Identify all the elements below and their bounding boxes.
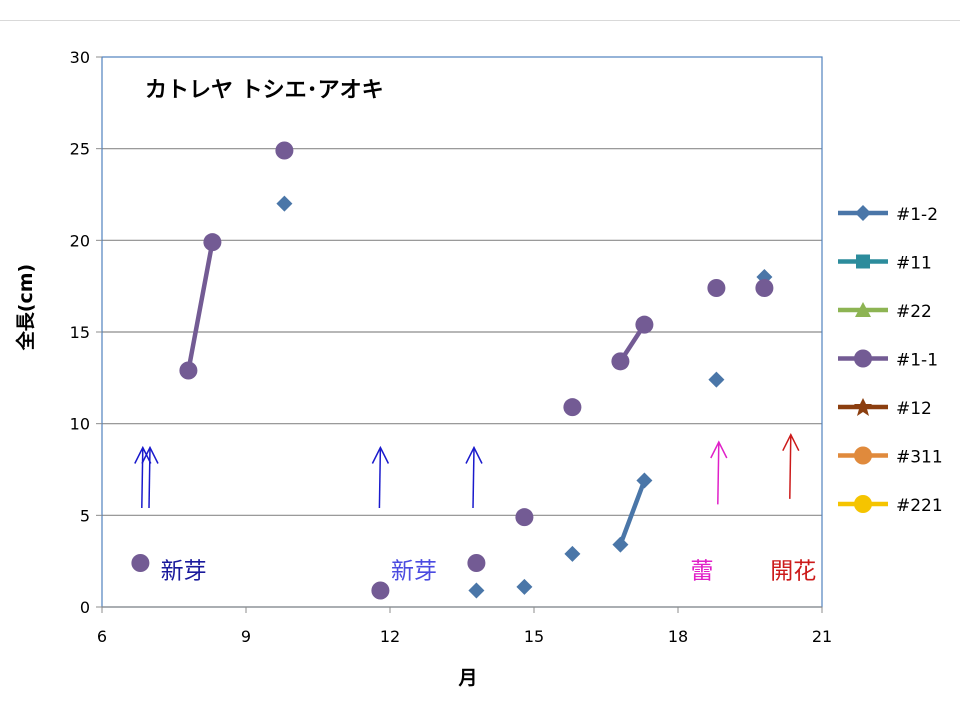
x-tick-label: 18	[668, 627, 688, 646]
data-point	[179, 361, 198, 380]
data-point	[707, 279, 726, 297]
arrow-shaft	[472, 447, 475, 509]
data-point	[276, 195, 293, 212]
data-point	[611, 352, 630, 371]
x-axis-title: 月	[457, 667, 477, 689]
arrow-head	[371, 445, 390, 464]
annotation-arrows	[134, 432, 800, 509]
y-tick-label: 0	[80, 598, 90, 617]
legend-label: #311	[896, 448, 943, 468]
series-lines	[186, 239, 647, 547]
legend-label: #1-2	[896, 205, 938, 225]
y-tick-label: 20	[70, 231, 90, 250]
legend-marker	[854, 495, 872, 513]
legend-marker	[856, 254, 870, 269]
data-point	[467, 554, 486, 572]
annotations: 新芽 新芽 蕾 開花	[161, 558, 817, 584]
arrow-head	[465, 445, 483, 464]
legend-marker	[854, 398, 872, 416]
x-tick-label: 21	[812, 627, 832, 646]
arrow-shaft	[148, 447, 151, 509]
y-axis-title: 全長(cm)	[14, 264, 37, 351]
annotation-label: 新芽	[391, 558, 437, 584]
data-point	[612, 536, 629, 553]
arrow-head	[134, 445, 152, 464]
annotation-label: 開花	[770, 558, 816, 584]
series-line-segment	[618, 478, 647, 547]
legend-marker	[855, 205, 871, 221]
arrow-head	[141, 445, 159, 464]
y-tick-label: 15	[70, 323, 90, 342]
arrow-shaft	[141, 447, 144, 509]
y-tick-label: 25	[70, 140, 90, 159]
data-point	[708, 371, 725, 388]
legend-label: #22	[896, 302, 932, 322]
data-point	[516, 578, 533, 595]
legend-marker	[854, 446, 872, 465]
legend-label: #221	[896, 496, 943, 516]
annotation-label: 蕾	[691, 558, 714, 584]
y-tick-label: 10	[70, 415, 90, 434]
x-tick-label: 6	[97, 627, 107, 646]
arrow-shaft	[378, 447, 382, 509]
data-point	[131, 554, 150, 572]
x-tick-label: 15	[524, 627, 544, 646]
arrow-shaft	[789, 434, 792, 499]
data-point	[371, 581, 390, 600]
legend-label: #12	[896, 399, 932, 419]
top-divider	[0, 20, 960, 21]
x-tick-label: 9	[241, 627, 251, 646]
data-point	[564, 545, 581, 562]
x-tick-label: 12	[380, 627, 400, 646]
arrow-head	[782, 432, 800, 452]
arrow-shaft	[717, 441, 720, 505]
arrow-head	[710, 440, 728, 459]
legend-marker	[855, 302, 871, 317]
chart-title: カトレヤ トシエ･アオキ	[145, 78, 384, 103]
legend-marker	[854, 349, 872, 368]
data-point	[515, 508, 534, 527]
y-tick-label: 30	[70, 48, 90, 67]
annotation-label: 新芽	[161, 558, 207, 584]
data-point	[636, 472, 653, 489]
y-tick-label: 5	[80, 506, 90, 525]
series-line-segment	[186, 239, 215, 373]
legend-label: #11	[896, 254, 932, 274]
axes: 0 5 10 15 20 25 30 6 9 12 15 18 21	[70, 48, 833, 646]
legend: #1-2 #11 #22 #1-1 #12 #311 #221	[838, 205, 943, 516]
data-point	[635, 315, 654, 334]
data-point	[755, 279, 774, 297]
grid-lines	[102, 148, 822, 516]
legend-label: #1-1	[896, 351, 938, 371]
data-point	[468, 582, 485, 599]
data-point	[563, 398, 582, 417]
data-point	[275, 141, 294, 160]
series-markers	[131, 141, 774, 600]
data-point	[203, 233, 222, 252]
